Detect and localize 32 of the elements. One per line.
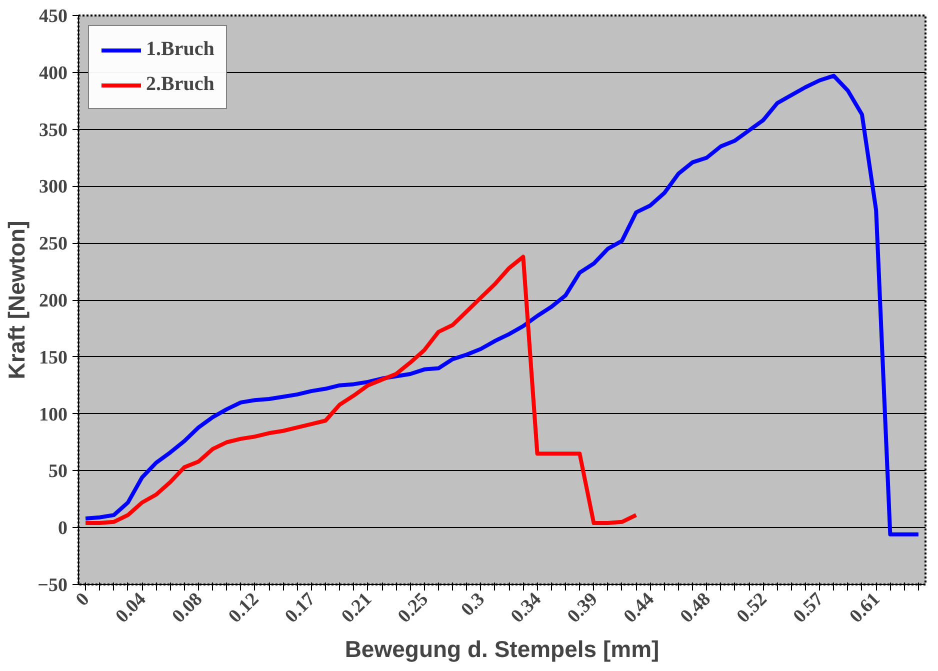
x-tick-label: 0.25 (394, 588, 432, 628)
x-tick-label: 0.17 (281, 588, 320, 628)
x-tick-label: 0 (72, 588, 94, 610)
x-tick-label: 0.52 (732, 588, 772, 628)
y-tick-label: −50 (38, 575, 68, 596)
x-tick-label: 0.04 (112, 588, 151, 628)
line-series (84, 254, 638, 526)
x-tick-label: 0.12 (224, 588, 264, 628)
y-tick-label: 150 (39, 347, 68, 368)
x-tick-label: 0.08 (168, 588, 207, 628)
x-axis-title: Bewegung d. Stempels [mm] (344, 636, 660, 662)
x-tick-label: 0.34 (507, 588, 546, 628)
y-tick-label: 200 (39, 290, 68, 312)
y-tick-label: 450 (39, 6, 68, 27)
y-axis-title: Kraft [Newton] (4, 220, 30, 380)
y-tick-label: 100 (39, 404, 68, 426)
legend-label: 1.Bruch (146, 38, 214, 61)
y-tick-label: 0 (58, 518, 68, 540)
x-tick-label: 0.3 (457, 588, 489, 620)
line-series (84, 74, 920, 536)
x-tick-label: 0.44 (620, 588, 659, 628)
x-tick-label: 0.57 (789, 588, 828, 628)
x-tick-label: 0.48 (676, 588, 715, 628)
x-tick-label: 0.61 (846, 588, 884, 628)
y-tick-label: 400 (39, 62, 68, 84)
legend-label: 2.Bruch (146, 73, 214, 96)
y-tick-label: 50 (48, 461, 68, 482)
y-tick-label: 250 (39, 234, 68, 255)
y-tick-label: 300 (39, 176, 68, 198)
x-tick-label: 0.39 (564, 588, 602, 628)
x-tick-label: 0.21 (338, 588, 376, 628)
y-tick-label: 350 (39, 120, 68, 141)
